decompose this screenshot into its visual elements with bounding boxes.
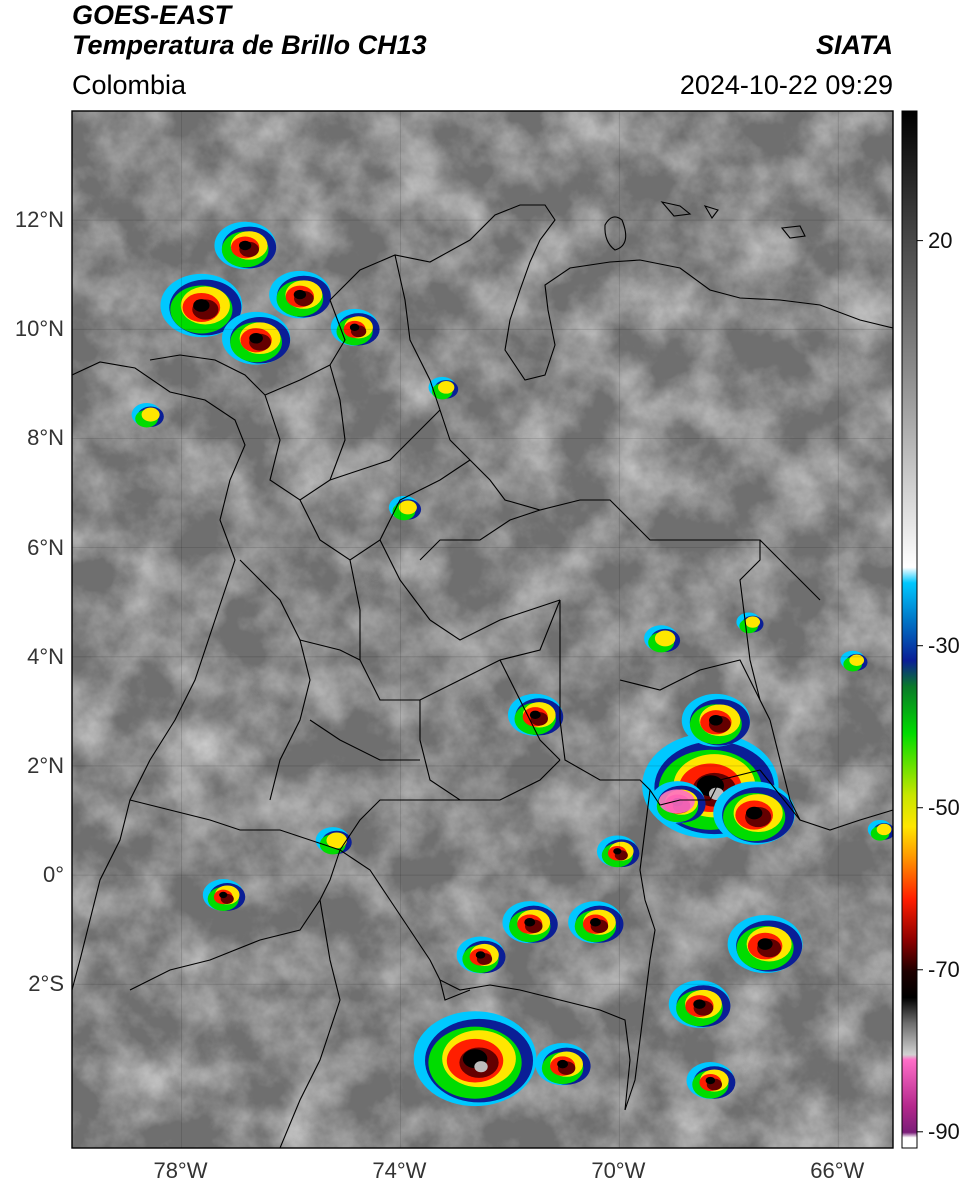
storm-cell: [713, 781, 796, 845]
storm-core: [474, 1061, 488, 1073]
storm-cell: [867, 819, 893, 841]
lon-tick-label: 66°W: [810, 1158, 865, 1183]
storm-ring: [219, 891, 228, 899]
storm-cell: [202, 879, 246, 911]
storm-cell: [131, 403, 164, 428]
storm-cell: [214, 221, 277, 270]
storm-ring: [529, 710, 541, 720]
storm-cell: [736, 612, 764, 634]
storm-cell: [681, 693, 750, 747]
lat-tick-label: 6°N: [27, 534, 64, 560]
colorbar-tick-label: -30: [928, 632, 960, 658]
storm-cell: [221, 311, 291, 365]
storm-cell: [644, 625, 681, 653]
storm-cell: [668, 980, 731, 1028]
storm-ring: [398, 500, 417, 515]
product-title: Temperatura de Brillo CH13: [72, 30, 427, 60]
cloud-texture: [72, 111, 893, 1148]
storm-cell: [535, 1043, 591, 1086]
storm-ring: [745, 616, 761, 628]
datetime-label: 2024-10-22 09:29: [679, 70, 893, 100]
storm-cell: [596, 835, 640, 868]
agency-label: SIATA: [816, 30, 893, 60]
storm-ring: [524, 918, 536, 927]
storm-ring: [326, 832, 347, 849]
storm-cell: [413, 1011, 537, 1107]
storm-ring: [293, 289, 307, 300]
storm-ring: [193, 299, 210, 312]
lat-tick-label: 12°N: [14, 207, 64, 233]
lat-tick-label: 10°N: [14, 316, 64, 342]
storm-ring: [757, 938, 773, 950]
colorbar-tick-label: 20: [928, 227, 953, 253]
map-frame: [71, 110, 894, 1149]
storm-ring: [349, 323, 360, 332]
storm-ring: [613, 848, 622, 855]
lat-tick-label: 4°N: [27, 643, 64, 669]
lat-tick-label: 2°S: [28, 971, 64, 997]
lon-tick-label: 78°W: [153, 1158, 208, 1183]
storm-cell: [315, 827, 352, 855]
storm-cell: [269, 270, 331, 319]
storm-ring: [475, 951, 486, 959]
storm-ring: [849, 654, 865, 666]
lat-tick-label: 0°: [42, 862, 64, 888]
region-label: Colombia: [72, 70, 187, 100]
storm-ring: [589, 918, 601, 927]
storm-cell: [502, 901, 558, 944]
colorbar-tick-label: -70: [928, 956, 960, 982]
storm-cells: [131, 221, 893, 1107]
colorbar-ticks: [917, 240, 923, 1133]
storm-ring: [709, 715, 723, 726]
lon-tick-label: 74°W: [372, 1158, 427, 1183]
storm-ring: [249, 332, 263, 344]
borders: [72, 201, 893, 1148]
storm-ring: [141, 407, 160, 422]
storm-ring: [239, 240, 252, 251]
lat-tick-label: 2°N: [27, 752, 64, 778]
colorbar-tick-label: -50: [928, 794, 960, 820]
storm-cell: [686, 1062, 736, 1099]
colorbar: [901, 110, 918, 1149]
storm-cell: [160, 273, 243, 338]
storm-ring: [654, 630, 676, 647]
lat-tick-label: 8°N: [27, 425, 64, 451]
storm-cell: [428, 376, 459, 400]
storm-cell: [330, 308, 380, 346]
graticule: [72, 111, 893, 1148]
storm-ring: [705, 1076, 716, 1085]
lon-tick-label: 70°W: [591, 1158, 646, 1183]
storm-ring: [557, 1059, 569, 1069]
storm-cell: [727, 915, 803, 974]
storm-cell: [388, 495, 422, 521]
storm-ring: [876, 823, 892, 836]
storm-cell: [840, 650, 868, 672]
storm-ring: [745, 806, 763, 820]
storm-ring: [438, 381, 455, 394]
storm-cell: [456, 936, 506, 974]
satellite-title: GOES-EAST: [72, 0, 232, 30]
storm-ring: [693, 999, 706, 1009]
colorbar-tick-label: -90: [928, 1118, 960, 1144]
overshoot-spot: [658, 789, 695, 814]
storm-cell: [568, 901, 624, 944]
